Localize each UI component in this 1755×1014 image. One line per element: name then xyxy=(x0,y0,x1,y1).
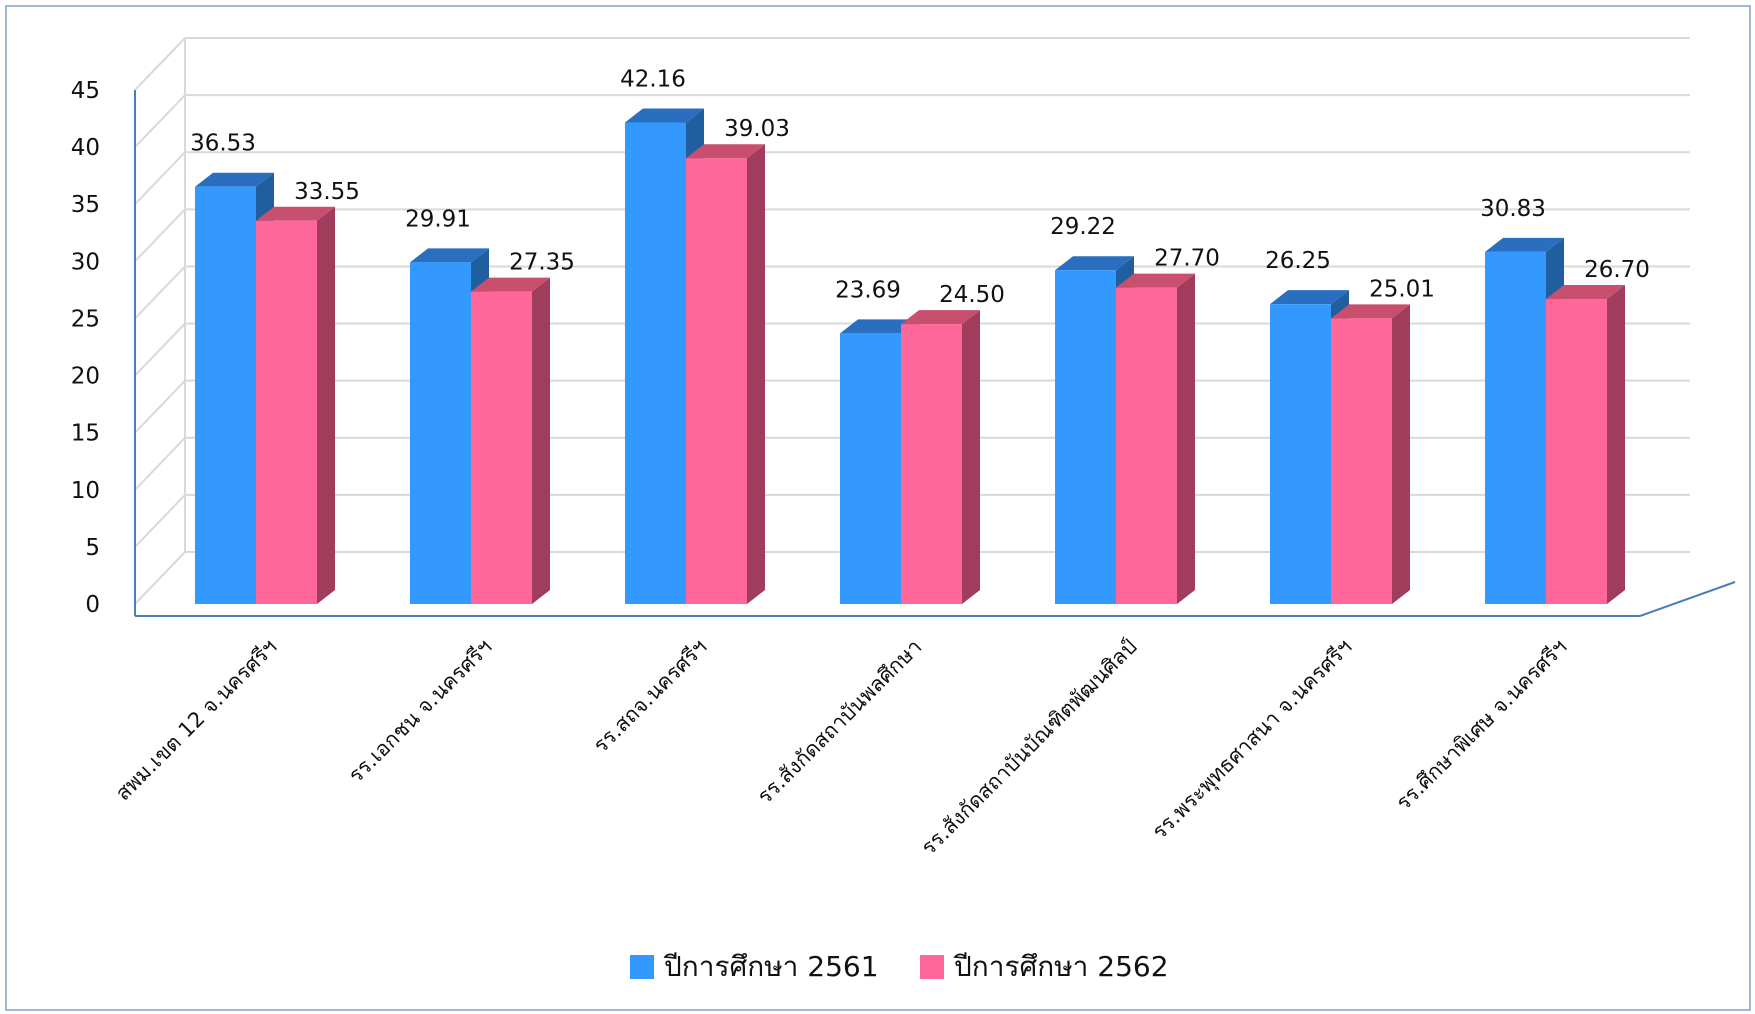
bar-top xyxy=(195,172,274,187)
floor-right-edge xyxy=(1639,581,1736,617)
bar-2562-5 xyxy=(1331,318,1392,604)
bar-2561-4 xyxy=(1055,270,1116,604)
legend-swatch xyxy=(920,955,944,979)
bar-2562-2 xyxy=(686,158,747,604)
bar-top xyxy=(256,206,335,221)
x-tick-label: รร.สังกัดสถาบันพลศึกษา xyxy=(753,635,927,809)
gridline-side xyxy=(134,437,186,491)
data-label: 27.70 xyxy=(1154,246,1220,272)
bar-side xyxy=(747,144,765,604)
data-label: 24.50 xyxy=(939,282,1005,308)
data-label: 33.55 xyxy=(294,179,360,205)
gridline-side xyxy=(134,551,186,605)
y-tick-label: 40 xyxy=(71,135,100,161)
data-label: 29.91 xyxy=(405,206,471,232)
bar-2561-1 xyxy=(410,262,471,604)
bar-side xyxy=(1177,273,1195,604)
data-label: 23.69 xyxy=(835,277,901,303)
gridline-side xyxy=(134,494,186,548)
bar-top xyxy=(1116,273,1195,288)
gridline-side xyxy=(134,379,186,434)
bar-2562-3 xyxy=(901,324,962,604)
gridline-side xyxy=(134,94,186,148)
bar-side xyxy=(1392,304,1410,604)
data-label: 25.01 xyxy=(1369,276,1435,302)
y-tick-label: 30 xyxy=(71,249,100,275)
bar-side xyxy=(1607,285,1625,604)
bar-2561-6 xyxy=(1485,251,1546,604)
y-tick-label: 5 xyxy=(85,535,100,561)
bar-2561-0 xyxy=(195,186,256,604)
x-tick-label: รร.พระพุทธศาสนา จ.นครศรีฯ xyxy=(1147,635,1357,845)
bar-top xyxy=(625,108,704,123)
x-tick-label: สพม.เขต 12 จ.นครศรีฯ xyxy=(111,635,282,806)
bar-top xyxy=(410,248,489,263)
x-tick-label: รร.ศึกษาพิเศษ จ.นครศรีฯ xyxy=(1391,635,1571,815)
bar-2562-6 xyxy=(1546,299,1607,604)
bar-top xyxy=(1485,237,1564,252)
bar-top xyxy=(471,277,550,292)
y-tick-label: 15 xyxy=(71,421,100,447)
y-tick-label: 20 xyxy=(71,364,100,390)
data-label: 30.83 xyxy=(1480,196,1546,222)
legend-label: ปีการศึกษา 2562 xyxy=(953,950,1169,983)
data-label: 26.70 xyxy=(1584,257,1650,283)
bar-2562-1 xyxy=(471,291,532,604)
gridline-side xyxy=(134,208,186,263)
data-label: 36.53 xyxy=(190,131,256,157)
bar-2562-0 xyxy=(256,220,317,605)
gridline-side xyxy=(134,265,186,320)
bar-2561-3 xyxy=(840,333,901,604)
x-tick-label: รร.สถจ.นครศรีฯ xyxy=(589,635,712,758)
chart-border xyxy=(5,5,1751,1011)
x-tick-label: รร.เอกชน จ.นครศรีฯ xyxy=(344,635,497,788)
bar-2561-2 xyxy=(625,122,686,604)
y-tick-label: 0 xyxy=(85,592,100,618)
data-label: 39.03 xyxy=(724,116,790,142)
gridline-side xyxy=(134,37,186,91)
bar-2561-5 xyxy=(1270,304,1331,604)
bar-side xyxy=(962,310,980,604)
bar-top xyxy=(840,319,919,334)
data-label: 26.25 xyxy=(1265,248,1331,274)
legend-swatch xyxy=(630,955,654,979)
gridline-side xyxy=(134,151,186,205)
bar-side xyxy=(532,277,550,604)
data-label: 27.35 xyxy=(509,250,575,276)
y-tick-label: 45 xyxy=(71,78,100,104)
bar-top xyxy=(901,310,980,325)
bar-2562-4 xyxy=(1116,287,1177,604)
bar-side xyxy=(317,206,335,605)
bar-top xyxy=(1055,256,1134,271)
bar-top xyxy=(1270,290,1349,305)
y-tick-label: 35 xyxy=(71,192,100,218)
bar-top xyxy=(1331,304,1410,319)
data-label: 42.16 xyxy=(620,66,686,92)
gridline-side xyxy=(134,322,186,377)
bar-top xyxy=(1546,285,1625,300)
y-tick-label: 10 xyxy=(71,478,100,504)
y-tick-label: 25 xyxy=(71,306,100,332)
x-tick-label: รร.สังกัดสถาบันบัณฑิตพัฒนศิลป์ xyxy=(916,635,1141,860)
bar-top xyxy=(686,144,765,159)
data-label: 29.22 xyxy=(1050,214,1116,240)
legend-label: ปีการศึกษา 2561 xyxy=(663,950,879,983)
